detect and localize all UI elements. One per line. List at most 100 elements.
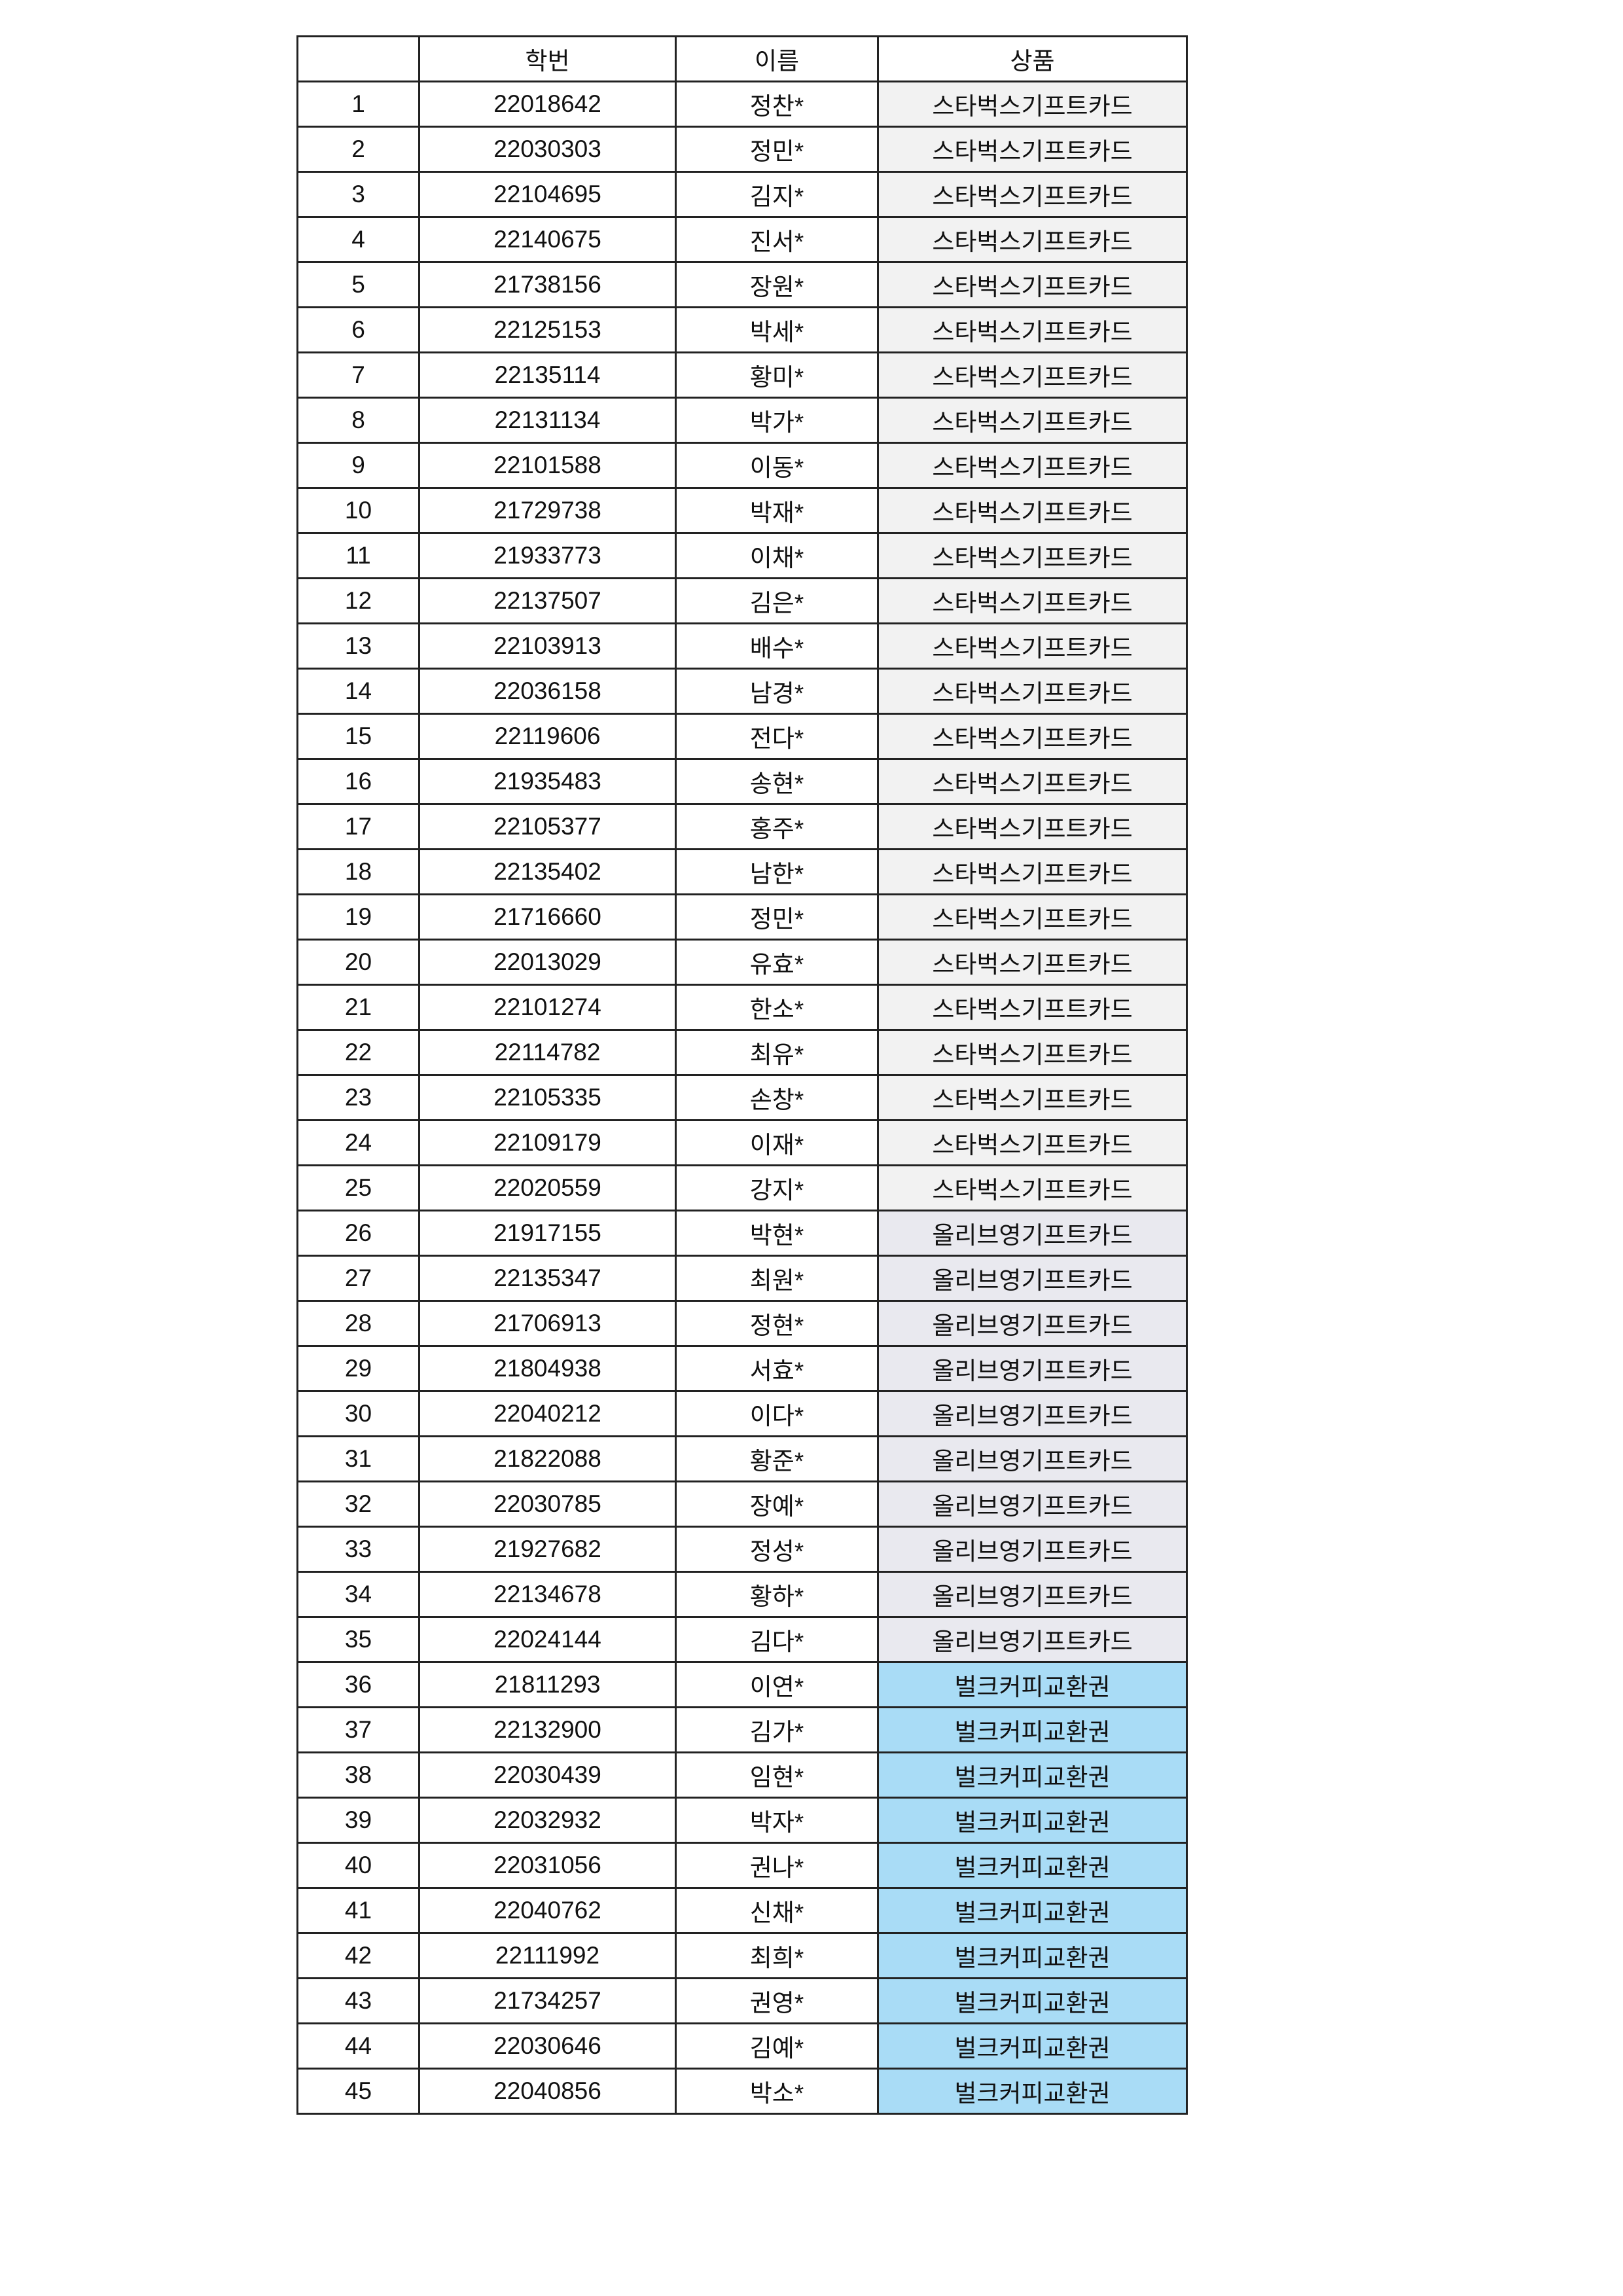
name-cell: 손창* [675, 1074, 879, 1121]
student-id-cell: 21933773 [418, 532, 677, 579]
name-cell: 홍주* [675, 803, 879, 850]
table-row: 19 21716660 정민* 스타벅스기프트카드 [296, 893, 1188, 941]
prize-cell: 올리브영기프트카드 [877, 1435, 1188, 1482]
header-row: 학번 이름 상품 [296, 35, 1188, 82]
student-id-cell: 22114782 [418, 1029, 677, 1076]
name-cell: 남경* [675, 668, 879, 715]
row-number: 28 [296, 1300, 420, 1347]
student-id-cell: 22101274 [418, 984, 677, 1031]
student-id-cell: 22135347 [418, 1255, 677, 1302]
row-number: 33 [296, 1526, 420, 1573]
name-cell: 이채* [675, 532, 879, 579]
prize-cell: 올리브영기프트카드 [877, 1390, 1188, 1437]
header-student-id: 학번 [418, 35, 677, 82]
name-cell: 황미* [675, 351, 879, 399]
prize-cell: 올리브영기프트카드 [877, 1571, 1188, 1618]
table-row: 17 22105377 홍주* 스타벅스기프트카드 [296, 803, 1188, 850]
row-number: 5 [296, 261, 420, 308]
table-row: 33 21927682 정성* 올리브영기프트카드 [296, 1526, 1188, 1573]
prize-cell: 스타벅스기프트카드 [877, 939, 1188, 986]
prize-cell: 스타벅스기프트카드 [877, 351, 1188, 399]
row-number: 29 [296, 1345, 420, 1392]
table-row: 31 21822088 황준* 올리브영기프트카드 [296, 1435, 1188, 1482]
prize-cell: 스타벅스기프트카드 [877, 984, 1188, 1031]
student-id-cell: 22024144 [418, 1616, 677, 1663]
prize-cell: 벌크커피교환권 [877, 1706, 1188, 1753]
name-cell: 김다* [675, 1616, 879, 1663]
row-number: 21 [296, 984, 420, 1031]
student-id-cell: 22103913 [418, 622, 677, 670]
table-row: 16 21935483 송현* 스타벅스기프트카드 [296, 758, 1188, 805]
name-cell: 박현* [675, 1210, 879, 1257]
prize-cell: 올리브영기프트카드 [877, 1526, 1188, 1573]
student-id-cell: 22031056 [418, 1842, 677, 1889]
table-row: 37 22132900 김가* 벌크커피교환권 [296, 1706, 1188, 1753]
table-row: 28 21706913 정현* 올리브영기프트카드 [296, 1300, 1188, 1347]
table-row: 21 22101274 한소* 스타벅스기프트카드 [296, 984, 1188, 1031]
name-cell: 배수* [675, 622, 879, 670]
prize-cell: 스타벅스기프트카드 [877, 577, 1188, 624]
row-number: 34 [296, 1571, 420, 1618]
name-cell: 황하* [675, 1571, 879, 1618]
student-id-cell: 22125153 [418, 306, 677, 353]
prize-cell: 벌크커피교환권 [877, 1932, 1188, 1979]
name-cell: 박가* [675, 397, 879, 444]
row-number: 38 [296, 1751, 420, 1799]
table-row: 25 22020559 강지* 스타벅스기프트카드 [296, 1164, 1188, 1211]
table-row: 22 22114782 최유* 스타벅스기프트카드 [296, 1029, 1188, 1076]
row-number: 25 [296, 1164, 420, 1211]
student-id-cell: 22040212 [418, 1390, 677, 1437]
name-cell: 신채* [675, 1887, 879, 1934]
student-id-cell: 22135114 [418, 351, 677, 399]
prize-cell: 스타벅스기프트카드 [877, 848, 1188, 895]
student-id-cell: 22140675 [418, 216, 677, 263]
name-cell: 박소* [675, 2068, 879, 2115]
row-number: 36 [296, 1661, 420, 1708]
prize-cell: 스타벅스기프트카드 [877, 81, 1188, 128]
row-number: 22 [296, 1029, 420, 1076]
row-number: 26 [296, 1210, 420, 1257]
name-cell: 남한* [675, 848, 879, 895]
prize-cell: 스타벅스기프트카드 [877, 171, 1188, 218]
row-number: 19 [296, 893, 420, 941]
table-row: 26 21917155 박현* 올리브영기프트카드 [296, 1210, 1188, 1257]
name-cell: 정현* [675, 1300, 879, 1347]
row-number: 31 [296, 1435, 420, 1482]
table-row: 30 22040212 이다* 올리브영기프트카드 [296, 1390, 1188, 1437]
student-id-cell: 22030439 [418, 1751, 677, 1799]
name-cell: 권영* [675, 1977, 879, 2024]
row-number: 9 [296, 442, 420, 489]
row-number: 27 [296, 1255, 420, 1302]
name-cell: 유효* [675, 939, 879, 986]
table-row: 5 21738156 장원* 스타벅스기프트카드 [296, 261, 1188, 308]
prize-cell: 벌크커피교환권 [877, 1842, 1188, 1889]
row-number: 40 [296, 1842, 420, 1889]
prize-cell: 스타벅스기프트카드 [877, 261, 1188, 308]
prize-cell: 스타벅스기프트카드 [877, 668, 1188, 715]
prize-cell: 올리브영기프트카드 [877, 1345, 1188, 1392]
name-cell: 한소* [675, 984, 879, 1031]
name-cell: 권나* [675, 1842, 879, 1889]
prize-cell: 스타벅스기프트카드 [877, 622, 1188, 670]
student-id-cell: 22036158 [418, 668, 677, 715]
row-number: 4 [296, 216, 420, 263]
row-number: 20 [296, 939, 420, 986]
student-id-cell: 21729738 [418, 487, 677, 534]
row-number: 23 [296, 1074, 420, 1121]
student-id-cell: 21822088 [418, 1435, 677, 1482]
name-cell: 전다* [675, 713, 879, 760]
prize-cell: 올리브영기프트카드 [877, 1616, 1188, 1663]
row-number: 12 [296, 577, 420, 624]
table-row: 8 22131134 박가* 스타벅스기프트카드 [296, 397, 1188, 444]
table-row: 18 22135402 남한* 스타벅스기프트카드 [296, 848, 1188, 895]
row-number: 11 [296, 532, 420, 579]
table-row: 44 22030646 김예* 벌크커피교환권 [296, 2022, 1188, 2070]
student-id-cell: 21738156 [418, 261, 677, 308]
prize-cell: 올리브영기프트카드 [877, 1480, 1188, 1528]
name-cell: 정민* [675, 893, 879, 941]
row-number: 1 [296, 81, 420, 128]
prize-cell: 스타벅스기프트카드 [877, 1074, 1188, 1121]
table-row: 13 22103913 배수* 스타벅스기프트카드 [296, 622, 1188, 670]
prize-cell: 스타벅스기프트카드 [877, 803, 1188, 850]
name-cell: 임현* [675, 1751, 879, 1799]
